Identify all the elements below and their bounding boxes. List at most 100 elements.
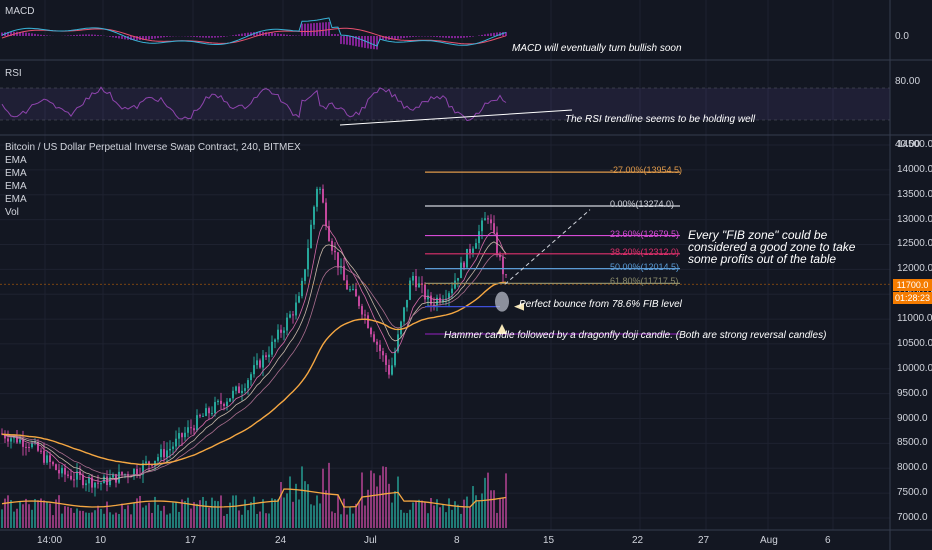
macd-histogram-bar bbox=[142, 36, 144, 40]
candle-body bbox=[388, 364, 390, 375]
ema-line bbox=[1, 254, 507, 476]
candle-body bbox=[409, 280, 411, 300]
macd-histogram-bar bbox=[112, 36, 114, 38]
candle-body bbox=[154, 460, 156, 466]
macd-histogram-bar bbox=[355, 36, 357, 47]
volume-bar bbox=[289, 476, 291, 528]
candle-body bbox=[301, 280, 303, 297]
candle-body bbox=[403, 307, 405, 322]
macd-histogram-bar bbox=[22, 32, 24, 36]
macd-tick: 0.0 bbox=[895, 31, 909, 42]
candle-body bbox=[376, 341, 378, 345]
volume-bar bbox=[10, 500, 12, 528]
candle-body bbox=[298, 296, 300, 303]
candle-body bbox=[280, 329, 282, 333]
macd-histogram-bar bbox=[280, 33, 282, 36]
macd-histogram-bar bbox=[352, 36, 354, 46]
volume-bar bbox=[286, 493, 288, 528]
candle-body bbox=[193, 428, 195, 431]
candle-body bbox=[226, 401, 228, 406]
candle-body bbox=[172, 446, 174, 449]
volume-bar bbox=[409, 509, 411, 528]
macd-histogram-bar bbox=[133, 36, 135, 41]
candle-body bbox=[181, 433, 183, 438]
candle-body bbox=[25, 446, 27, 448]
indicator-ema-4[interactable]: EMA bbox=[5, 194, 27, 205]
volume-bar bbox=[220, 495, 222, 528]
rsi-annotation: The RSI trendline seems to be holding we… bbox=[565, 114, 756, 125]
indicator-ema-2[interactable]: EMA bbox=[5, 168, 27, 179]
macd-histogram-bar bbox=[301, 23, 303, 36]
fib-label: 38.20%(12312.0) bbox=[610, 246, 680, 257]
volume-bar bbox=[298, 499, 300, 528]
candle-body bbox=[250, 374, 252, 381]
candle-body bbox=[214, 402, 216, 414]
volume-bar bbox=[340, 514, 342, 528]
volume-bar bbox=[346, 514, 348, 528]
candle-body bbox=[367, 315, 369, 329]
macd-histogram-bar bbox=[325, 22, 327, 36]
macd-histogram-bar bbox=[331, 34, 333, 36]
candle-body bbox=[454, 280, 456, 289]
candle-body bbox=[10, 438, 12, 442]
volume-bar bbox=[379, 475, 381, 528]
macd-histogram-bar bbox=[136, 36, 138, 41]
macd-histogram-bar bbox=[394, 36, 396, 40]
candle-body bbox=[364, 314, 366, 316]
macd-histogram-bar bbox=[451, 36, 453, 39]
candle-body bbox=[472, 248, 474, 253]
volume-bar bbox=[166, 514, 168, 528]
candle-body bbox=[277, 329, 279, 340]
volume-bar bbox=[319, 503, 321, 528]
macd-histogram-bar bbox=[505, 32, 507, 36]
volume-bar bbox=[22, 504, 24, 528]
candle-body bbox=[427, 295, 429, 300]
macd-histogram-bar bbox=[397, 36, 399, 39]
volume-bar bbox=[310, 504, 312, 528]
macd-histogram-bar bbox=[289, 35, 291, 36]
volume-bar bbox=[466, 496, 468, 528]
macd-histogram-bar bbox=[43, 35, 45, 36]
drawings bbox=[0, 209, 890, 335]
macd-histogram-bar bbox=[82, 34, 84, 36]
indicator-ema-3[interactable]: EMA bbox=[5, 181, 27, 192]
fib-label: 0.00%(13274.0) bbox=[610, 198, 675, 209]
ema-line bbox=[1, 224, 507, 482]
candle-body bbox=[493, 223, 495, 233]
macd-histogram-bar bbox=[124, 36, 126, 40]
time-tick: 15 bbox=[543, 535, 555, 546]
volume-bar bbox=[358, 502, 360, 528]
volume-bar bbox=[178, 511, 180, 528]
candle-body bbox=[121, 471, 123, 476]
candle-body bbox=[112, 474, 114, 478]
indicator-ema-1[interactable]: EMA bbox=[5, 155, 27, 166]
macd-histogram-bar bbox=[454, 36, 456, 39]
time-tick: 22 bbox=[632, 535, 644, 546]
time-tick: 10 bbox=[95, 535, 107, 546]
candle-body bbox=[4, 434, 6, 439]
macd-histogram-bar bbox=[478, 35, 480, 36]
volume-bar bbox=[493, 490, 495, 528]
candle-body bbox=[412, 276, 414, 281]
macd-histogram-bar bbox=[244, 33, 246, 36]
candle-body bbox=[52, 461, 54, 465]
macd-histogram-bar bbox=[412, 36, 414, 37]
price-tick: 13500.0 bbox=[897, 188, 932, 200]
fib-label: -27.00%(13954.5) bbox=[610, 165, 683, 176]
volume-bar bbox=[25, 498, 27, 528]
volume-bar bbox=[259, 511, 261, 528]
volume-bar bbox=[109, 512, 111, 528]
fib-label: 50.00%(12014.5) bbox=[610, 261, 680, 272]
price-tick: 12500.0 bbox=[897, 238, 932, 250]
rsi-tick: 80.00 bbox=[895, 76, 921, 87]
macd-histogram-bar bbox=[391, 36, 393, 40]
current-price-label: 11700.0 bbox=[893, 279, 932, 291]
macd-histogram-bar bbox=[154, 36, 156, 39]
price-tick: 8000.0 bbox=[897, 462, 928, 474]
rsi-band bbox=[0, 88, 890, 120]
indicator-volume[interactable]: Vol bbox=[5, 207, 19, 218]
candle-body bbox=[457, 278, 459, 281]
volume-bar bbox=[397, 476, 399, 528]
candle-body bbox=[220, 400, 222, 404]
